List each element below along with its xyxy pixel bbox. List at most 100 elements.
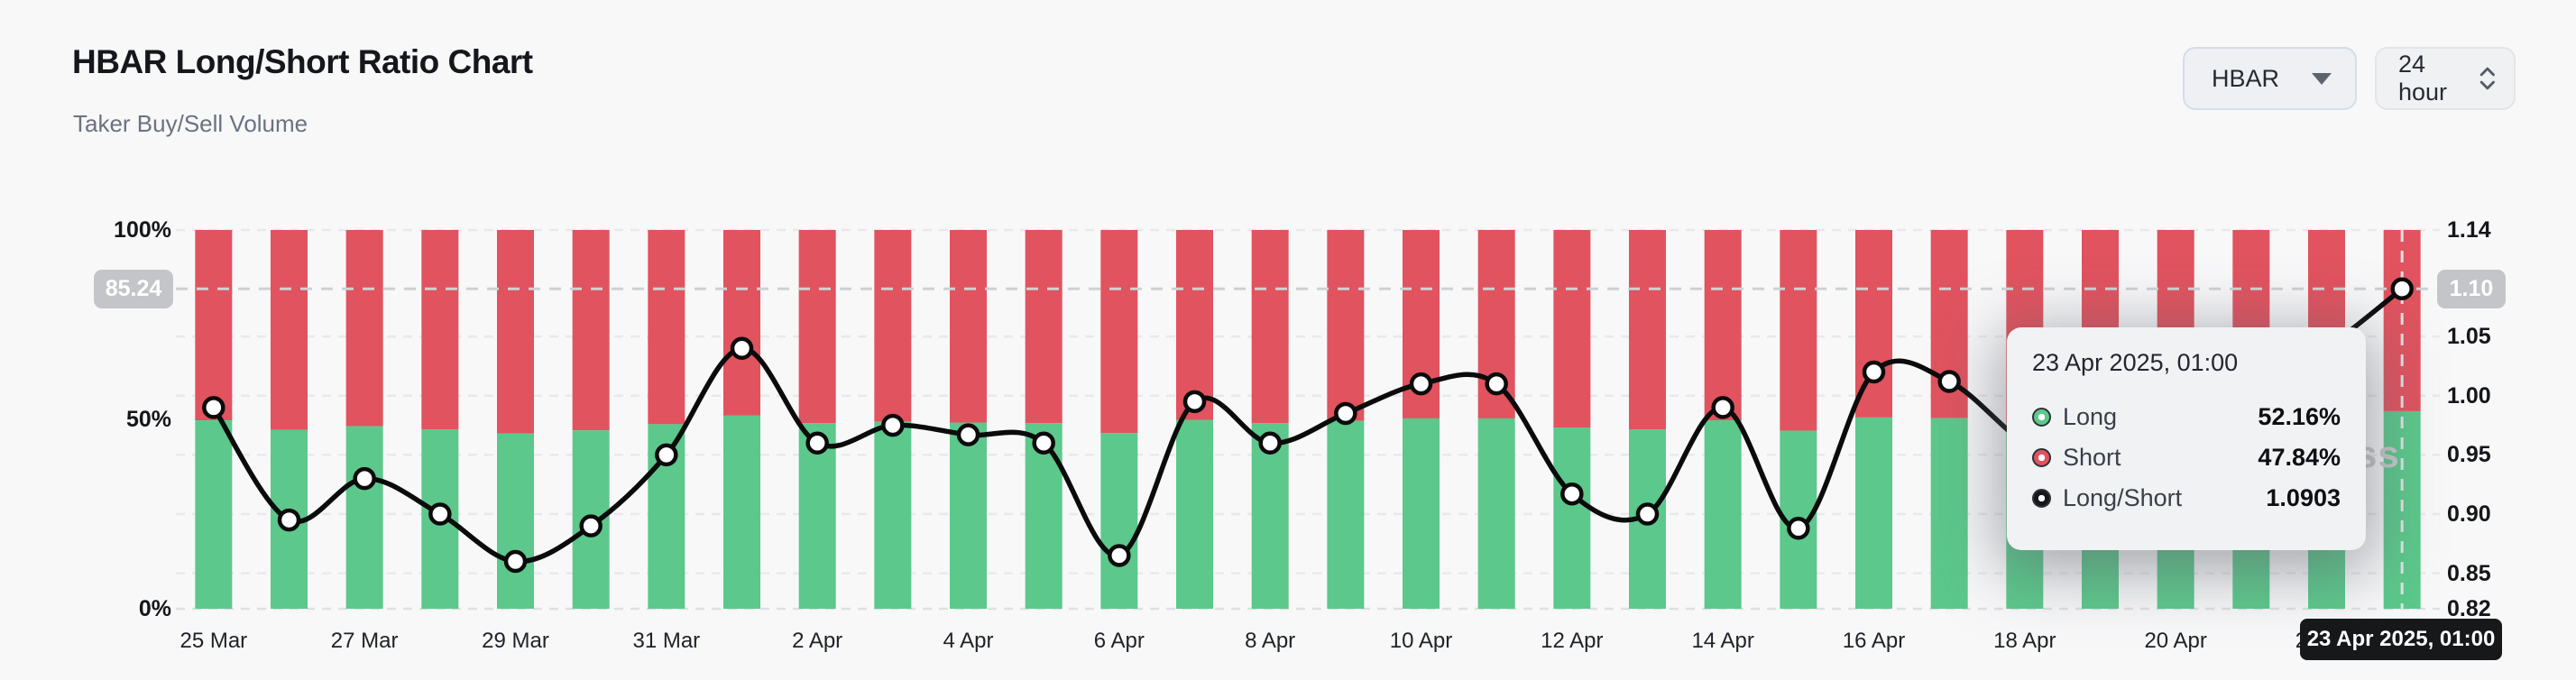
tooltip-series-value: 47.84% [2258, 444, 2341, 471]
data-point-dot [730, 336, 754, 360]
right-axis-tick: 0.85 [2447, 560, 2491, 586]
tooltip-row: Long/Short 1.0903 [2032, 478, 2341, 519]
short-bar[interactable] [572, 230, 610, 431]
short-bar[interactable] [1251, 230, 1289, 424]
short-bar[interactable] [1327, 230, 1365, 421]
x-axis-tick: 16 Apr [1842, 629, 1906, 653]
short-bar[interactable] [1629, 230, 1666, 430]
crosshair-right-badge: 1.10 [2437, 269, 2506, 308]
short-bar[interactable] [195, 230, 233, 421]
long-bar[interactable] [874, 421, 912, 609]
series-marker-icon [2032, 448, 2051, 467]
right-axis-tick: 0.82 [2447, 596, 2491, 621]
long-bar[interactable] [950, 422, 987, 609]
interval-select-value: 24 hour [2398, 51, 2448, 106]
data-point-dot [655, 443, 678, 467]
long-bar[interactable] [1327, 420, 1365, 609]
x-axis-tick: 14 Apr [1691, 629, 1754, 653]
tooltip-row: Short 47.84% [2032, 437, 2341, 478]
page-subtitle: Taker Buy/Sell Volume [73, 110, 308, 137]
long-bar[interactable] [1855, 417, 1892, 609]
chart-tooltip: 23 Apr 2025, 01:00 Long 52.16% Short 47.84%… [2007, 327, 2366, 550]
data-point-dot [1862, 360, 1886, 384]
right-axis-tick: 1.14 [2447, 217, 2491, 243]
short-bar[interactable] [1553, 230, 1591, 428]
short-bar[interactable] [1100, 230, 1138, 434]
x-axis-tick: 2 Apr [792, 629, 843, 653]
data-point-dot [503, 549, 528, 574]
interval-select[interactable]: 24 hour [2375, 47, 2516, 110]
x-axis-tick: 6 Apr [1093, 629, 1145, 653]
data-point-dot [881, 413, 905, 437]
left-axis-tick: 100% [114, 217, 171, 243]
data-point-dot [1108, 544, 1131, 567]
caret-down-icon [2312, 72, 2332, 85]
short-bar[interactable] [648, 230, 685, 425]
right-axis-tick: 0.90 [2447, 501, 2491, 527]
unfold-chevrons-icon [2480, 67, 2496, 90]
short-bar[interactable] [345, 230, 383, 427]
tooltip-series-value: 1.0903 [2266, 484, 2341, 511]
data-point-dot [956, 423, 980, 446]
short-bar[interactable] [1176, 230, 1213, 420]
long-bar[interactable] [1403, 418, 1440, 609]
tooltip-series-label: Short [2063, 444, 2121, 471]
x-axis-tick: 20 Apr [2144, 629, 2207, 653]
data-point-dot [1182, 390, 1207, 414]
crosshair-date-badge: 23 Apr 2025, 01:00 [2300, 619, 2502, 660]
tooltip-rows: Long 52.16% Short 47.84% Long/Short 1.0903 [2032, 397, 2341, 519]
tooltip-title: 23 Apr 2025, 01:00 [2032, 349, 2239, 376]
data-point-dot [2390, 277, 2414, 300]
series-marker-icon [2032, 489, 2051, 508]
long-bar[interactable] [1704, 420, 1742, 609]
long-bar[interactable] [1930, 418, 1968, 609]
x-axis-tick: 18 Apr [1993, 629, 2056, 653]
crosshair-left-badge: 85.24 [94, 269, 173, 308]
data-point-dot [1334, 401, 1357, 426]
short-bar[interactable] [1704, 230, 1742, 421]
long-bar[interactable] [345, 426, 383, 609]
page-title: HBAR Long/Short Ratio Chart [72, 43, 533, 80]
data-point-dot [1635, 502, 1660, 526]
right-axis-tick: 1.00 [2447, 382, 2491, 409]
short-bar[interactable] [874, 230, 912, 422]
data-point-dot [1258, 431, 1282, 455]
short-bar[interactable] [1025, 230, 1063, 424]
symbol-select-value: HBAR [2212, 64, 2280, 92]
series-marker-icon [2032, 408, 2051, 427]
data-point-dot [579, 514, 603, 538]
left-axis-tick: 0% [138, 596, 171, 621]
right-axis-tick: 1.05 [2447, 324, 2491, 350]
x-axis-tick: 4 Apr [943, 629, 994, 653]
long-bar[interactable] [723, 415, 760, 609]
data-point-dot [1032, 431, 1055, 455]
tooltip-row: Long 52.16% [2032, 397, 2341, 437]
x-axis-tick: 25 Mar [179, 629, 248, 653]
symbol-select[interactable]: HBAR [2183, 47, 2357, 110]
left-axis-tick: 50% [125, 407, 171, 432]
x-axis-tick: 29 Mar [482, 629, 549, 653]
long-bar[interactable] [1100, 433, 1138, 609]
short-bar[interactable] [421, 230, 459, 430]
right-axis-tick: 0.95 [2447, 442, 2491, 468]
data-point-dot [1937, 370, 1961, 393]
long-bar[interactable] [195, 420, 233, 609]
short-bar[interactable] [497, 230, 534, 434]
data-point-dot [1409, 372, 1433, 396]
x-axis-tick: 27 Mar [330, 629, 399, 653]
data-point-dot [277, 508, 301, 532]
data-point-dot [353, 466, 376, 491]
data-point-dot [202, 396, 225, 419]
long-bar[interactable] [1477, 418, 1515, 609]
data-point-dot [1485, 372, 1508, 396]
long-bar[interactable] [1176, 419, 1213, 609]
long-bar[interactable] [1553, 427, 1591, 609]
short-bar[interactable] [950, 230, 987, 423]
long-bar[interactable] [497, 433, 534, 609]
short-bar[interactable] [723, 230, 760, 416]
short-bar[interactable] [271, 230, 308, 430]
tooltip-series-value: 52.16% [2258, 403, 2341, 430]
short-bar[interactable] [1780, 230, 1817, 431]
short-bar[interactable] [798, 230, 836, 424]
